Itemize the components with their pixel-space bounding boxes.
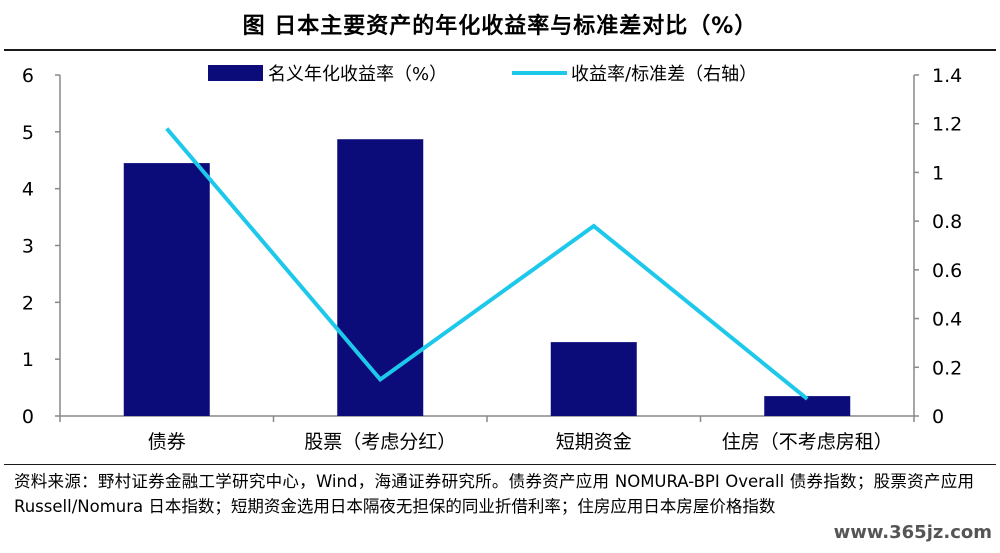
chart-title: 图 日本主要资产的年化收益率与标准差对比（%）: [242, 14, 758, 39]
category-label: 债券: [148, 431, 186, 453]
footer-divider: [4, 464, 996, 465]
bar: [550, 342, 637, 416]
left-tick-label: 0: [22, 406, 34, 428]
category-label: 住房（不考虑房租）: [722, 431, 893, 453]
watermark: www.365jz.com: [833, 522, 992, 543]
left-tick-label: 2: [22, 292, 34, 314]
left-tick-label: 6: [22, 65, 34, 87]
right-tick-label: 0.6: [932, 260, 962, 282]
title-divider: [4, 49, 996, 51]
right-tick-label: 0.4: [932, 309, 962, 331]
category-label: 股票（考虑分红）: [304, 431, 456, 453]
right-tick-label: 0: [932, 406, 944, 428]
ratio-line: [165, 127, 809, 401]
right-tick-label: 0.2: [932, 357, 962, 379]
bar: [764, 396, 851, 416]
legend-bar-swatch: [208, 65, 263, 81]
left-tick-label: 3: [22, 236, 34, 258]
source-note: 资料来源：野村证券金融工学研究中心，Wind，海通证券研究所。债券资产应用 NO…: [14, 472, 974, 516]
right-tick-label: 1: [932, 162, 944, 184]
left-tick-label: 5: [22, 122, 34, 144]
bar: [337, 139, 424, 416]
legend-bar-label: 名义年化收益率（%）: [268, 64, 447, 85]
legend-line-label: 收益率/标准差（右轴）: [571, 64, 757, 85]
chart-canvas: 0 1 2 3 4 5 6 0 0.2 0.4 0.6 0.8 1 1.2 1.4 债券 股票（考虑分红） 短期资…: [22, 64, 962, 453]
left-tick-label: 4: [22, 179, 34, 201]
right-tick-label: 1.2: [932, 114, 962, 136]
right-tick-label: 1.4: [932, 65, 962, 87]
category-label: 短期资金: [556, 431, 632, 453]
left-tick-label: 1: [22, 349, 34, 371]
bar: [123, 163, 210, 416]
right-tick-label: 0.8: [932, 211, 962, 233]
